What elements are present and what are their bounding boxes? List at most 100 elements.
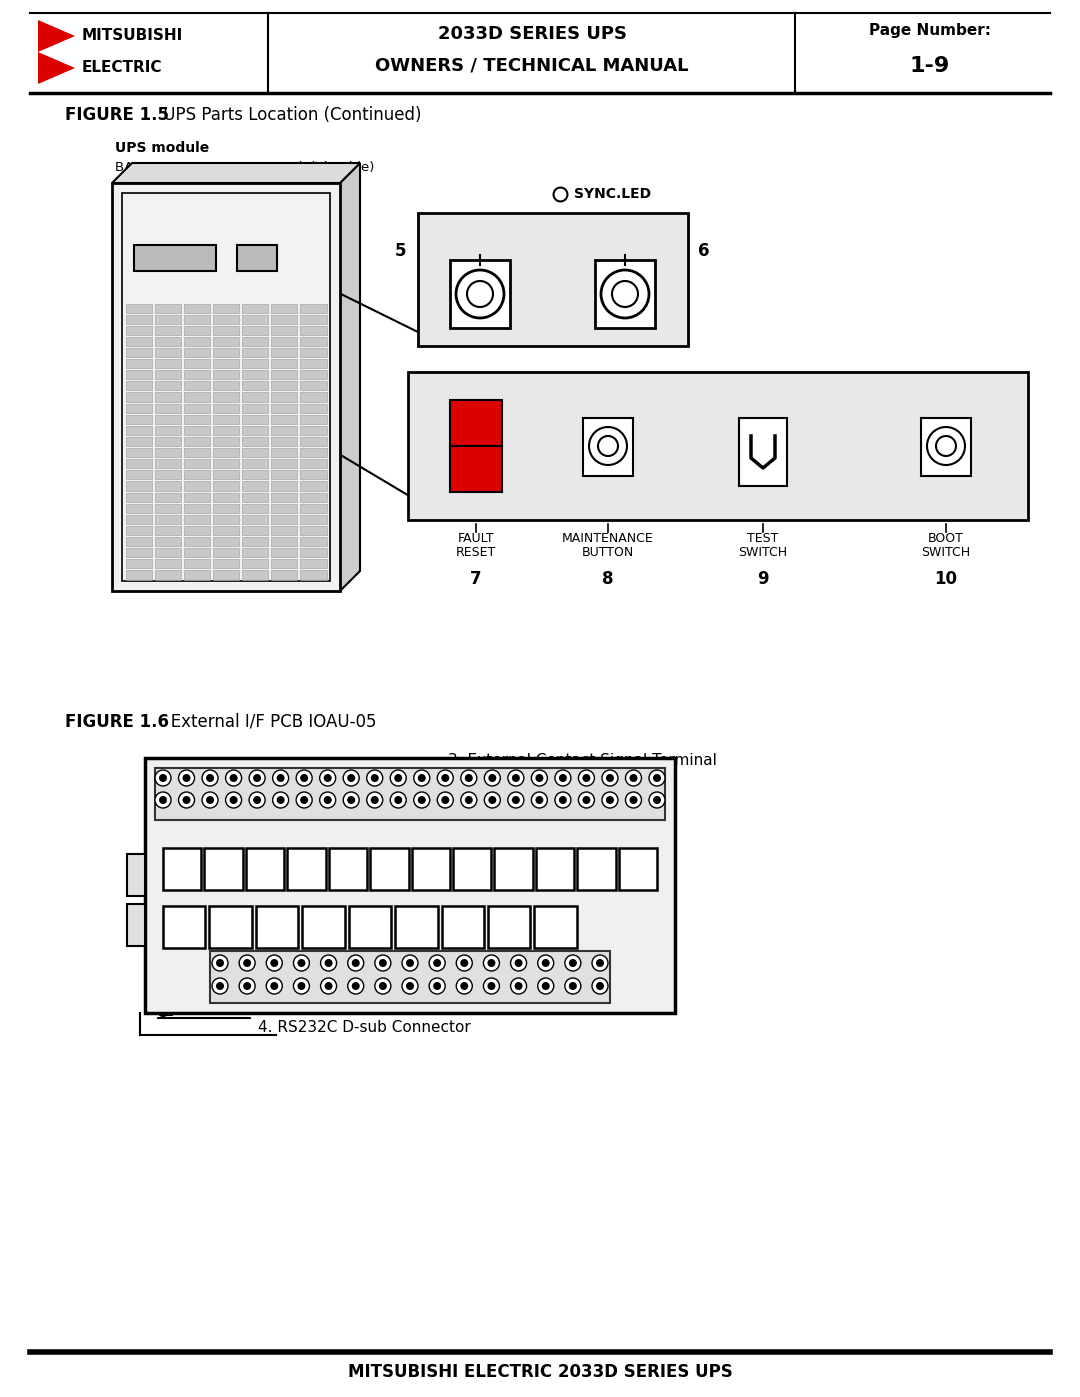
Bar xyxy=(242,370,268,380)
Circle shape xyxy=(414,770,430,787)
Bar xyxy=(213,471,239,479)
Bar xyxy=(300,303,326,313)
Bar xyxy=(328,848,367,890)
Circle shape xyxy=(297,982,306,990)
Text: BOOT: BOOT xyxy=(928,532,964,545)
Bar xyxy=(210,951,610,1003)
Bar xyxy=(271,536,297,546)
Circle shape xyxy=(625,792,642,807)
Bar xyxy=(271,482,297,490)
Polygon shape xyxy=(340,163,360,591)
Bar xyxy=(163,848,201,890)
Circle shape xyxy=(249,792,265,807)
Circle shape xyxy=(367,792,382,807)
Bar xyxy=(300,559,326,569)
Bar xyxy=(154,559,180,569)
Text: External I/F PCB IOAU-05: External I/F PCB IOAU-05 xyxy=(156,712,377,731)
Bar xyxy=(300,359,326,369)
Bar xyxy=(271,381,297,390)
Circle shape xyxy=(325,982,333,990)
Circle shape xyxy=(321,956,337,971)
Text: 3. External Contact Signal Terminal: 3. External Contact Signal Terminal xyxy=(448,753,717,767)
Bar xyxy=(271,348,297,358)
Bar xyxy=(154,426,180,434)
Text: BACKSIDE OF FRONT DOOR(Right side): BACKSIDE OF FRONT DOOR(Right side) xyxy=(114,161,375,173)
Bar xyxy=(300,337,326,346)
Bar xyxy=(213,525,239,535)
Bar xyxy=(271,493,297,502)
Text: 2033D SERIES UPS: 2033D SERIES UPS xyxy=(437,25,626,43)
Bar xyxy=(619,848,657,890)
Circle shape xyxy=(653,774,661,782)
Bar xyxy=(125,303,151,313)
Bar xyxy=(271,504,297,513)
Text: 7: 7 xyxy=(470,570,482,588)
Bar xyxy=(184,525,210,535)
Bar xyxy=(163,907,205,949)
Bar xyxy=(495,848,532,890)
Bar xyxy=(125,381,151,390)
Circle shape xyxy=(239,978,255,995)
Bar xyxy=(184,504,210,513)
Bar xyxy=(184,348,210,358)
Bar xyxy=(300,426,326,434)
Bar xyxy=(271,426,297,434)
Bar xyxy=(242,381,268,390)
Circle shape xyxy=(936,436,956,455)
Bar xyxy=(213,303,239,313)
Bar xyxy=(242,548,268,557)
Bar xyxy=(271,548,297,557)
Circle shape xyxy=(531,770,548,787)
Bar xyxy=(125,393,151,401)
Text: MITSUBISHI ELECTRIC 2033D SERIES UPS: MITSUBISHI ELECTRIC 2033D SERIES UPS xyxy=(348,1363,732,1382)
Bar xyxy=(256,907,298,949)
Bar xyxy=(145,759,675,1013)
Circle shape xyxy=(538,978,554,995)
Circle shape xyxy=(249,770,265,787)
Circle shape xyxy=(927,427,966,465)
Bar xyxy=(184,393,210,401)
Circle shape xyxy=(272,770,288,787)
Bar xyxy=(271,326,297,335)
Circle shape xyxy=(390,792,406,807)
Circle shape xyxy=(294,978,310,995)
Circle shape xyxy=(460,958,469,967)
Text: 10: 10 xyxy=(934,570,958,588)
Circle shape xyxy=(343,792,360,807)
Circle shape xyxy=(296,792,312,807)
Circle shape xyxy=(226,770,242,787)
Circle shape xyxy=(406,982,414,990)
Circle shape xyxy=(320,792,336,807)
Bar xyxy=(125,525,151,535)
Circle shape xyxy=(596,958,604,967)
Circle shape xyxy=(602,792,618,807)
Circle shape xyxy=(370,796,379,805)
Text: 4. RS232C D-sub Connector: 4. RS232C D-sub Connector xyxy=(258,1020,471,1035)
Circle shape xyxy=(484,792,500,807)
Bar xyxy=(134,244,216,271)
Circle shape xyxy=(484,978,499,995)
Bar xyxy=(154,460,180,468)
Circle shape xyxy=(598,436,618,455)
Bar xyxy=(184,460,210,468)
Bar xyxy=(125,348,151,358)
Bar xyxy=(370,848,408,890)
Circle shape xyxy=(159,796,167,805)
Bar xyxy=(127,904,145,946)
Circle shape xyxy=(270,982,279,990)
Bar xyxy=(300,415,326,423)
Bar xyxy=(125,415,151,423)
Bar xyxy=(287,848,326,890)
Bar xyxy=(125,370,151,380)
Bar xyxy=(300,437,326,446)
Circle shape xyxy=(402,956,418,971)
Bar xyxy=(154,381,180,390)
Bar xyxy=(154,404,180,412)
Bar xyxy=(300,404,326,412)
Circle shape xyxy=(649,792,665,807)
Bar xyxy=(125,536,151,546)
Bar xyxy=(125,404,151,412)
Bar xyxy=(184,404,210,412)
Bar xyxy=(450,446,502,492)
Bar xyxy=(204,848,243,890)
